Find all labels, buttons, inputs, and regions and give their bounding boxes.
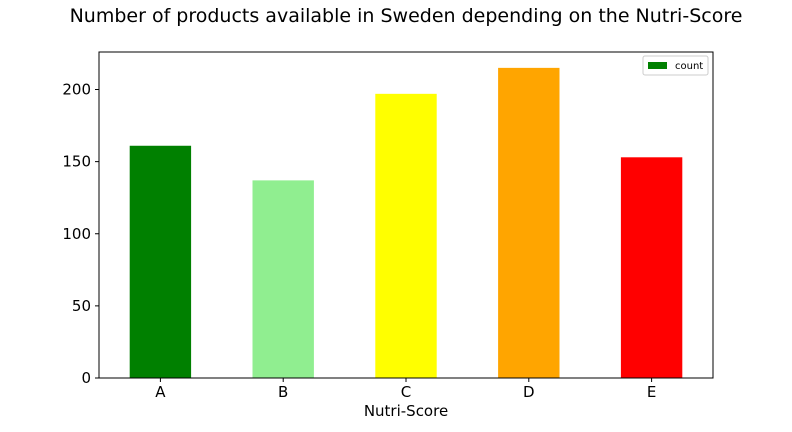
y-tick-label: 50: [72, 297, 91, 315]
x-tick-label: A: [155, 383, 166, 401]
bar-b: [252, 180, 314, 378]
y-tick-label: 0: [81, 369, 91, 387]
plot-area: 0 50 100 150 200 A B C D E: [62, 51, 714, 401]
y-axis: 0 50 100 150 200: [62, 81, 99, 387]
y-tick-label: 200: [62, 81, 91, 99]
y-tick-label: 100: [62, 225, 91, 243]
bar-c: [375, 93, 437, 379]
legend-swatch: [648, 62, 667, 69]
x-axis: A B C D E: [155, 378, 656, 401]
plot-frame: [98, 51, 714, 379]
legend-box: [642, 55, 709, 76]
bar-d: [498, 67, 560, 379]
y-tick-label: 150: [62, 153, 91, 171]
legend-label: count: [675, 61, 703, 72]
x-tick-label: D: [523, 383, 535, 401]
chart-title: Number of products available in Sweden d…: [70, 5, 743, 27]
x-tick-label: E: [647, 383, 656, 401]
x-tick-label: C: [401, 383, 411, 401]
bar-a: [129, 145, 192, 378]
x-axis-label: Nutri-Score: [364, 402, 448, 420]
bar-e: [620, 157, 683, 378]
bars-group: [129, 67, 683, 379]
legend: count: [642, 55, 709, 76]
x-tick-label: B: [278, 383, 288, 401]
